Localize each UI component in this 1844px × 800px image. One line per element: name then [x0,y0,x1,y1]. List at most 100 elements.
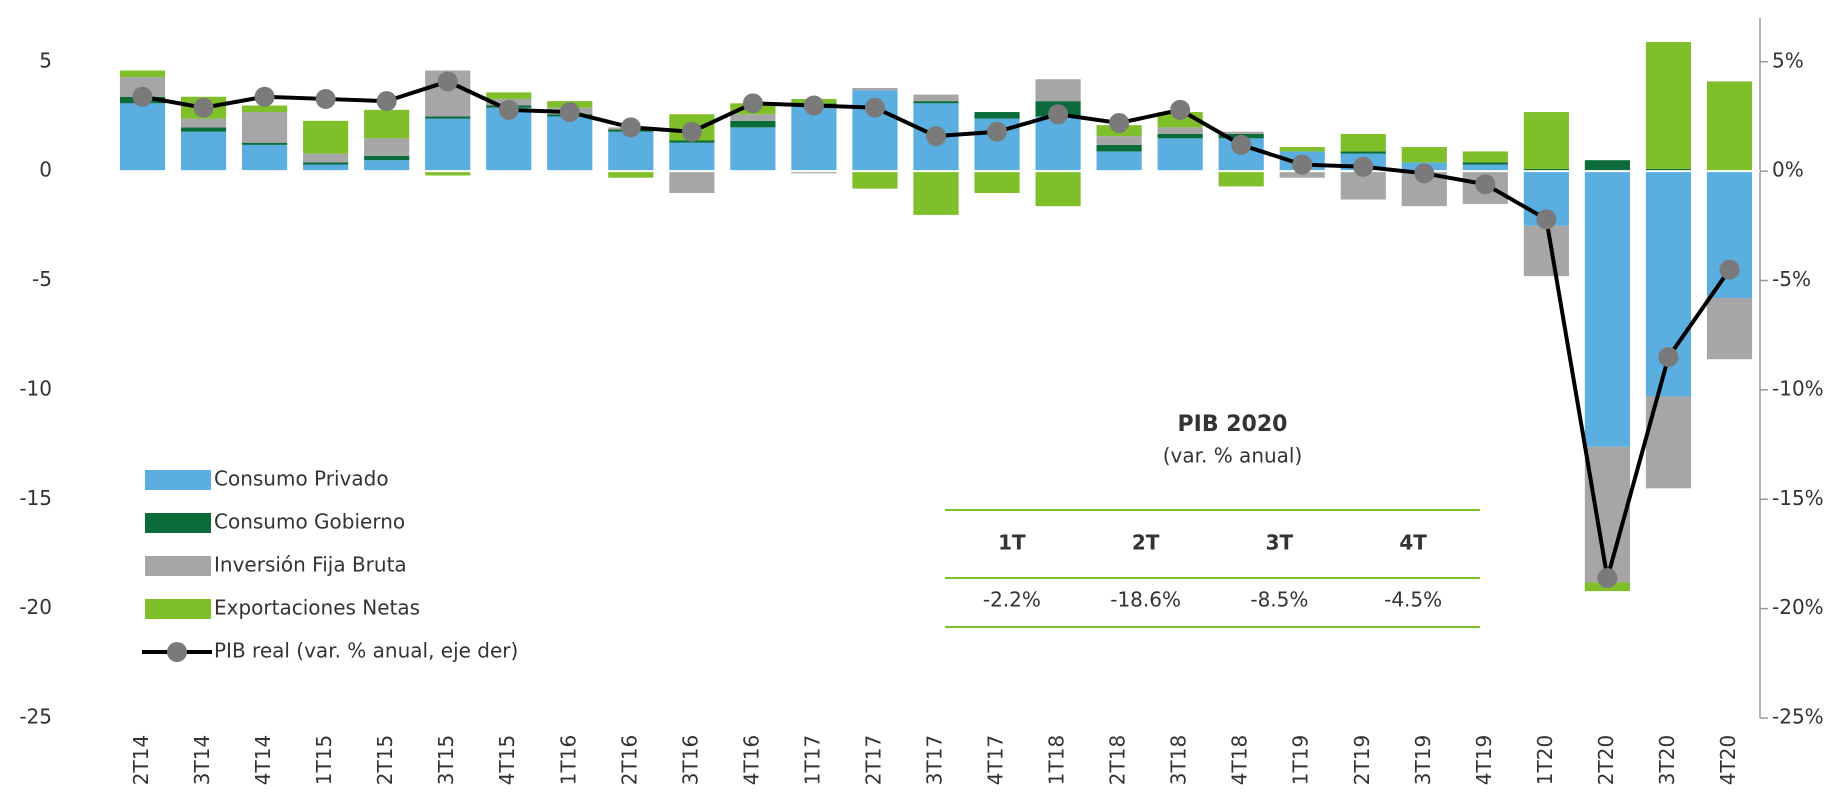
bar-segment [1401,147,1447,163]
bar-segment [1340,151,1386,154]
line-marker [926,126,946,147]
line-marker [1109,113,1130,133]
line-marker [376,91,397,112]
bar-segment [303,120,349,154]
table-cell: -4.5% [1384,588,1442,612]
line-marker [987,121,1008,142]
line-marker [132,86,153,107]
bar-segment [791,171,837,174]
x-tick-label: 1T20 [1533,735,1557,785]
line-marker [681,121,702,142]
x-tick-label: 3T18 [1167,735,1191,785]
bar-segment [1584,160,1630,172]
x-tick-label: 3T17 [923,735,947,785]
bar-segment [730,114,776,121]
x-tick-label: 3T16 [678,735,702,785]
legend-label: Exportaciones Netas [214,596,420,620]
line-marker [1414,163,1435,184]
legend-swatch [145,513,211,533]
bar-segment [1218,171,1264,187]
bar-segment [669,171,715,193]
bar-segment [1523,112,1569,169]
x-tick-label: 2T14 [129,735,153,785]
line-marker [1658,347,1679,368]
bar-segment [1279,147,1325,152]
bar-segment [913,171,959,215]
line-marker [437,71,458,92]
line-marker [1231,134,1252,155]
bar-segment [547,116,593,172]
bar-segment [364,160,410,172]
bar-segment [303,162,349,165]
x-tick-label: 4T18 [1228,735,1252,785]
line-marker [1475,174,1496,195]
line-marker [1292,154,1313,175]
bar-segment [1218,131,1264,134]
bar-segment [180,127,227,132]
bar-segment [730,127,776,172]
y2-tick-label: -15% [1772,486,1824,510]
bar-segment [1157,138,1203,172]
line-marker [559,102,580,123]
table-cell: -8.5% [1250,588,1308,612]
bar-segment [1462,162,1508,165]
line-marker [1048,104,1069,125]
line-marker [315,88,336,109]
bar-segment [119,103,166,172]
bar-segment [730,120,776,128]
legend-label: Consumo Gobierno [214,510,405,534]
bar-segment [1645,42,1692,169]
bar-segment [852,88,898,91]
table-header: 3T [1266,531,1294,555]
bar-segment [180,131,227,172]
line-marker [1597,568,1618,588]
bar-segment [364,109,410,139]
line-marker [1719,259,1740,280]
y-tick-label: 0 [39,158,52,182]
bar-segment [1096,144,1142,152]
table-header: 2T [1132,531,1160,555]
x-tick-label: 2T15 [373,735,397,785]
line-marker [193,97,214,118]
x-tick-label: 2T17 [861,735,885,785]
x-tick-label: 1T19 [1289,735,1313,785]
bar-segment [1035,116,1081,172]
y-tick-label: 5 [39,48,52,72]
legend-label: Inversión Fija Bruta [214,553,407,577]
bar-segment [1706,298,1753,360]
y2-tick-label: -25% [1772,705,1824,729]
y-tick-label: -25 [19,705,52,729]
bar-segment [119,70,166,78]
line-marker [742,93,763,114]
bar-segment [1157,127,1203,134]
line-marker [803,95,824,116]
line-marker [620,117,641,138]
legend-label: PIB real (var. % anual, eje der) [214,639,518,663]
x-tick-label: 2T18 [1106,735,1130,785]
table-cell: -18.6% [1110,588,1181,612]
bar-segment [1584,171,1630,447]
line-marker [254,86,275,107]
table-cell: -2.2% [983,588,1041,612]
bar-segment [486,92,532,99]
bar-segment [608,171,654,178]
x-tick-label: 1T18 [1045,735,1069,785]
x-tick-label: 1T16 [556,735,580,785]
bar-segment [608,131,654,172]
y2-tick-label: -20% [1772,595,1824,619]
x-tick-label: 4T19 [1472,735,1496,785]
legend-swatch [145,470,211,490]
table-header: 1T [998,531,1026,555]
y2-tick-label: -5% [1772,267,1811,291]
bar-segment [1584,446,1630,583]
bar-segment [364,138,410,156]
table-header: 4T [1399,531,1427,555]
bar-segment [913,101,959,104]
table-title: PIB 2020 [1178,412,1288,437]
bar-segment [425,116,471,119]
bar-segment [242,142,288,145]
bar-segment [1462,151,1508,163]
bar-segment [791,105,837,172]
x-tick-label: 4T16 [739,735,763,785]
x-tick-label: 3T14 [190,735,214,785]
